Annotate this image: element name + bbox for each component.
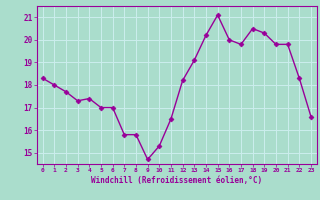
X-axis label: Windchill (Refroidissement éolien,°C): Windchill (Refroidissement éolien,°C) [91,176,262,185]
